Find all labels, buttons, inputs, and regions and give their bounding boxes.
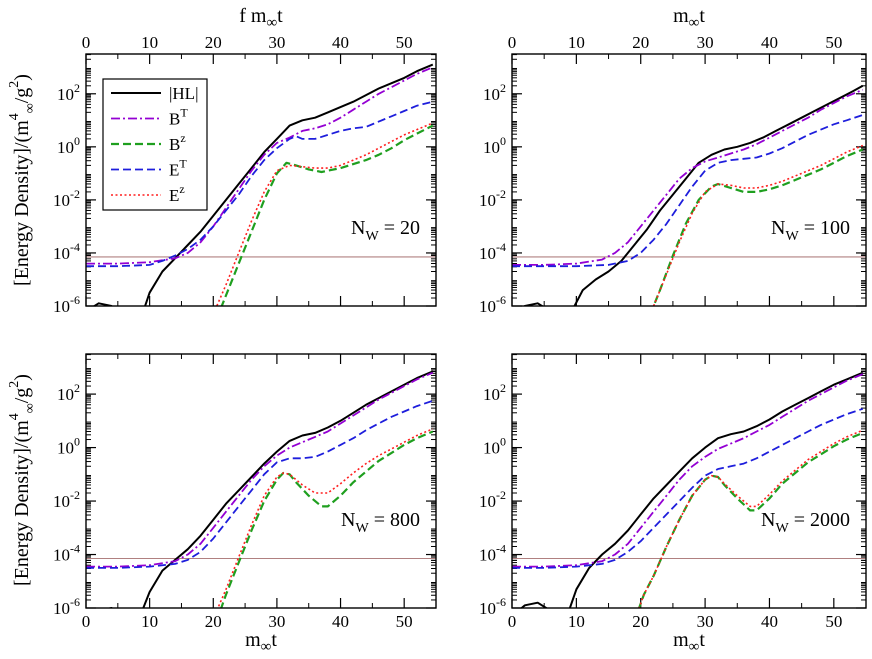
y-tick-label: 10-4 bbox=[53, 542, 80, 565]
y-tick-label: 100 bbox=[483, 435, 506, 458]
x-tick-label: 30 bbox=[697, 612, 714, 631]
y-tick-label: 10-4 bbox=[53, 240, 80, 263]
plot-frame bbox=[511, 53, 867, 307]
panel-top-right: 0 10 20 30 40 50 10-6 10-4 10-2 100 102 NW = 100 bbox=[479, 33, 867, 316]
y-tick-label: 102 bbox=[483, 81, 506, 104]
x-tick-label: 20 bbox=[205, 612, 222, 631]
y-axis-title-group: [Energy Density]/(m4∞/g2) bbox=[7, 74, 38, 286]
y-tick-label: 100 bbox=[483, 134, 506, 157]
x-tick-label-top: 30 bbox=[697, 33, 714, 52]
plot-frame bbox=[511, 353, 867, 609]
x-tick-label: 10 bbox=[568, 612, 585, 631]
y-tick-label: 10-6 bbox=[479, 595, 506, 618]
x-tick-label-top: 0 bbox=[82, 33, 91, 52]
y-tick-label: 10-2 bbox=[53, 488, 80, 511]
series-line-hl bbox=[520, 371, 864, 608]
y-tick-label: 100 bbox=[57, 134, 80, 157]
x-tick-label-top: 40 bbox=[761, 33, 778, 52]
y-tick-label: 102 bbox=[483, 381, 506, 404]
annotation-nw: NW = 100 bbox=[771, 217, 850, 244]
x-axis-title: m∞t bbox=[673, 629, 705, 655]
x-tick-label: 0 bbox=[82, 612, 91, 631]
series-group bbox=[86, 370, 436, 608]
y-tick-label: 100 bbox=[57, 435, 80, 458]
y-tick-label: 10-2 bbox=[479, 488, 506, 511]
legend-label: Bz bbox=[169, 131, 186, 154]
top-axis-title-left: f m∞t bbox=[239, 5, 283, 31]
x-tick-label: 10 bbox=[141, 612, 158, 631]
plot-frame bbox=[85, 353, 437, 609]
legend-label: |HL| bbox=[169, 84, 198, 103]
x-tick-label-top: 50 bbox=[825, 33, 842, 52]
x-tick-label: 40 bbox=[332, 612, 349, 631]
y-tick-label: 10-2 bbox=[479, 187, 506, 210]
series-group bbox=[512, 84, 866, 306]
series-line-et bbox=[512, 407, 864, 569]
minor-ticks bbox=[512, 54, 866, 306]
y-tick-label: 10-2 bbox=[53, 187, 80, 210]
y-axis-title: [Energy Density]/(m4∞/g2) bbox=[7, 74, 38, 286]
x-tick-label: 20 bbox=[632, 612, 649, 631]
series-line-bz bbox=[220, 430, 434, 608]
y-tick-label: 102 bbox=[57, 81, 80, 104]
y-axis-title-group: [Energy Density]/(m4∞/g2) bbox=[7, 374, 38, 586]
series-line-hl bbox=[106, 370, 434, 608]
plot-frame bbox=[85, 53, 437, 307]
x-tick-label-top: 0 bbox=[508, 33, 517, 52]
annotation-nw: NW = 2000 bbox=[761, 509, 850, 536]
x-tick-label-top: 30 bbox=[268, 33, 285, 52]
minor-ticks bbox=[86, 354, 436, 608]
series-line-et bbox=[86, 399, 434, 569]
series-group bbox=[86, 63, 436, 306]
y-tick-label: 10-6 bbox=[53, 595, 80, 618]
annotation-nw: NW = 20 bbox=[351, 217, 420, 244]
series-line-bt bbox=[512, 88, 864, 266]
series-line-bz bbox=[220, 124, 434, 306]
y-axis-title: [Energy Density]/(m4∞/g2) bbox=[7, 374, 38, 586]
y-tick-label: 10-6 bbox=[53, 293, 80, 316]
y-tick-label: 10-4 bbox=[479, 240, 506, 263]
x-tick-label-top: 20 bbox=[632, 33, 649, 52]
series-group bbox=[512, 371, 866, 608]
panel-top-left: 0 10 20 30 40 50 10-6 10-4 10-2 100 102 NW = 20 |HL|… bbox=[53, 33, 437, 316]
series-line-ez bbox=[652, 144, 864, 306]
minor-ticks bbox=[86, 54, 436, 306]
minor-ticks bbox=[512, 354, 866, 608]
series-line-bz bbox=[652, 148, 864, 306]
panel-bottom-right: 0 10 20 30 40 50 10-6 10-4 10-2 100 102 NW = 2000 bbox=[479, 353, 867, 631]
panel-bottom-left: 0 10 20 30 40 50 10-6 10-4 10-2 100 102 NW = 800 bbox=[53, 353, 437, 631]
series-line-et bbox=[512, 114, 864, 268]
series-line-bt bbox=[86, 66, 434, 265]
top-axis-title-right: m∞t bbox=[673, 5, 705, 31]
annotation-nw: NW = 800 bbox=[341, 509, 420, 536]
x-tick-label-top: 20 bbox=[205, 33, 222, 52]
series-line-bt bbox=[512, 373, 864, 568]
y-tick-label: 10-4 bbox=[479, 542, 506, 565]
series-line-ez bbox=[215, 122, 434, 306]
x-tick-label: 30 bbox=[268, 612, 285, 631]
x-tick-label-top: 40 bbox=[332, 33, 349, 52]
x-tick-label-top: 10 bbox=[141, 33, 158, 52]
y-tick-label: 10-6 bbox=[479, 293, 506, 316]
x-tick-label-top: 10 bbox=[568, 33, 585, 52]
series-line-hl bbox=[523, 84, 864, 306]
series-line-ez bbox=[638, 429, 864, 608]
legend-label: Ez bbox=[169, 182, 185, 205]
legend-label: ET bbox=[169, 157, 187, 180]
x-tick-label: 40 bbox=[761, 612, 778, 631]
x-tick-label: 50 bbox=[825, 612, 842, 631]
x-tick-label: 0 bbox=[508, 612, 517, 631]
x-axis-title: m∞t bbox=[245, 629, 277, 655]
series-line-hl bbox=[92, 63, 434, 306]
y-tick-label: 102 bbox=[57, 381, 80, 404]
series-line-bt bbox=[86, 371, 434, 568]
x-tick-label-top: 50 bbox=[396, 33, 413, 52]
legend-label: BT bbox=[169, 106, 188, 129]
x-tick-label: 50 bbox=[396, 612, 413, 631]
